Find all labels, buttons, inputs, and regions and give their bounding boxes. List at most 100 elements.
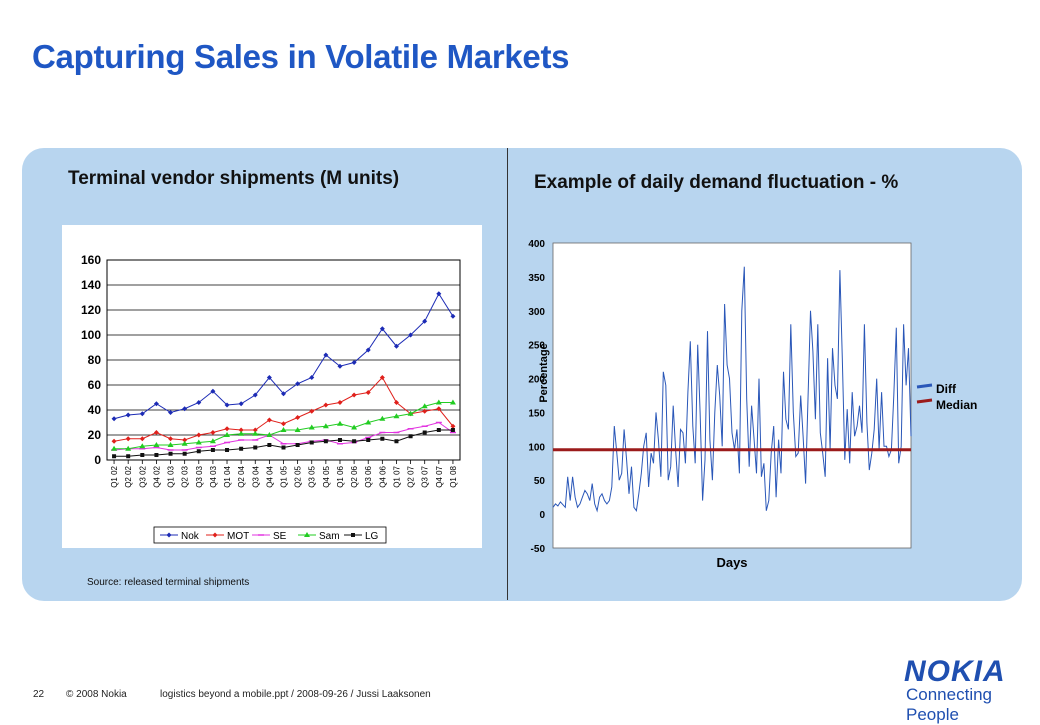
panel-divider (507, 148, 508, 600)
data-point (408, 434, 413, 439)
data-point (449, 399, 456, 405)
nokia-tagline: Connecting People (906, 685, 993, 724)
data-point (393, 413, 400, 419)
data-point (266, 432, 273, 437)
data-point (167, 442, 174, 447)
page-title: Capturing Sales in Volatile Markets (32, 38, 570, 75)
data-point (166, 532, 172, 538)
legend-label: MOT (227, 531, 249, 542)
data-point (322, 423, 329, 429)
data-point (365, 390, 371, 395)
data-point (196, 432, 202, 438)
copyright: © 2008 Nokia (66, 689, 127, 700)
data-point (366, 438, 371, 442)
y-tick-label: 0 (94, 453, 101, 467)
data-point (436, 291, 442, 297)
data-point (295, 415, 301, 420)
data-point (365, 419, 372, 425)
x-axis-label: Days (716, 555, 747, 570)
legend-swatch (916, 398, 933, 404)
data-point (351, 424, 358, 430)
y-tick-label: 60 (88, 378, 102, 392)
data-point (182, 451, 187, 456)
y-tick-label: 20 (88, 428, 102, 442)
x-tick-label: Q3 04 (251, 465, 260, 487)
data-point (111, 416, 117, 422)
data-point (182, 437, 188, 443)
data-point (380, 436, 385, 441)
data-point (266, 375, 272, 380)
x-tick-label: Q4 04 (265, 465, 274, 487)
y-tick-label: 0 (539, 510, 545, 521)
data-point (295, 381, 301, 387)
data-point (281, 391, 286, 397)
data-point (196, 449, 201, 454)
data-point (139, 411, 145, 417)
data-point (309, 440, 314, 445)
y-tick-label: 160 (81, 253, 101, 267)
data-point (422, 318, 428, 324)
data-point (153, 430, 159, 435)
legend-swatch (916, 383, 933, 389)
legend-label: Sam (319, 531, 340, 542)
data-point (111, 445, 118, 451)
data-point (436, 406, 442, 412)
y-tick-label: 400 (528, 239, 545, 250)
data-point (422, 430, 427, 435)
data-point (252, 427, 258, 433)
x-tick-label: Q1 08 (449, 465, 458, 487)
x-tick-label: Q3 02 (138, 465, 147, 487)
plot-area (552, 242, 912, 549)
data-point (267, 443, 272, 447)
data-point (450, 428, 455, 432)
data-point (153, 401, 159, 407)
data-point (336, 420, 343, 426)
y-tick-label: -50 (531, 544, 546, 555)
x-tick-label: Q1 07 (392, 465, 401, 487)
data-point (125, 436, 131, 442)
page-number: 22 (33, 689, 45, 700)
data-point (280, 427, 287, 432)
y-tick-label: 40 (88, 403, 102, 417)
data-point (365, 347, 371, 353)
y-tick-label: 200 (528, 375, 545, 386)
data-point (421, 403, 428, 409)
x-tick-label: Q2 07 (407, 465, 416, 487)
data-point (238, 430, 245, 436)
data-point (337, 363, 343, 369)
right-chart-title: Example of daily demand fluctuation - % (534, 172, 899, 193)
data-point (210, 430, 216, 435)
data-point (210, 388, 216, 394)
data-point (139, 443, 146, 449)
data-point (168, 451, 173, 456)
data-point (111, 438, 117, 444)
data-point (125, 445, 132, 451)
data-point (253, 445, 258, 450)
data-point (407, 410, 414, 416)
shipments-chart: 0 20 40 60 80 100 120 140 160 Q1 02 Q2 02 Q3 02 Q4 0… (81, 253, 461, 544)
data-point (209, 438, 216, 444)
y-tick-label: 140 (81, 278, 101, 292)
data-point (337, 438, 342, 442)
data-point (351, 360, 357, 365)
data-point (408, 332, 414, 338)
data-point (323, 402, 329, 408)
data-point (153, 442, 160, 447)
y-tick-label: 250 (528, 341, 545, 352)
x-tick-label: Q3 07 (421, 465, 430, 487)
data-point (379, 415, 386, 421)
x-tick-label: Q4 05 (322, 465, 331, 487)
legend-label: SE (273, 531, 287, 542)
data-point (181, 440, 188, 446)
data-point (309, 375, 315, 380)
x-tick-label: Q2 05 (294, 465, 303, 487)
data-point (352, 439, 357, 444)
x-tick-label: Q1 02 (110, 465, 119, 487)
y-tick-label: 120 (81, 303, 101, 317)
file-info: logistics beyond a mobile.ppt / 2008-09-… (160, 689, 431, 700)
data-point (126, 454, 131, 459)
data-point (351, 392, 357, 398)
data-point (436, 428, 441, 432)
data-point (154, 453, 159, 457)
x-tick-label: Q1 06 (336, 465, 345, 487)
